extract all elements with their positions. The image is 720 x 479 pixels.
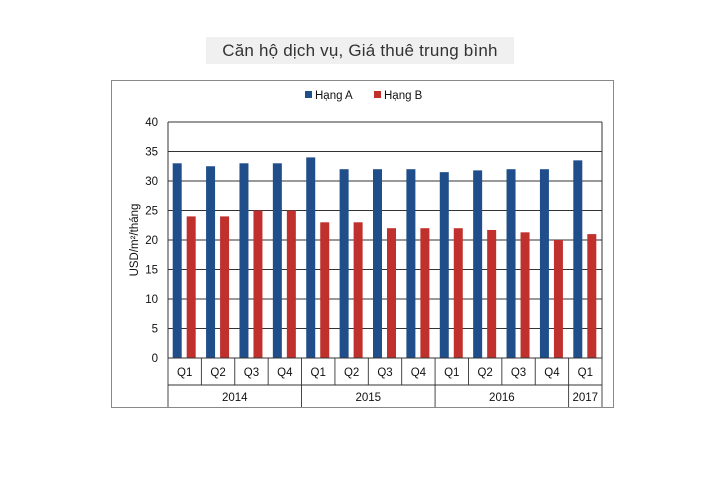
bar-chart: 0 5 10 15 20 25 30 35 40 USD/m²/tháng Q1 Q2 Q3 Q4 Q1 Q2…	[129, 90, 603, 407]
y-tick-label: 35	[145, 147, 158, 159]
x-group-label: 2015	[356, 392, 382, 404]
x-tick-label: Q4	[411, 367, 427, 379]
bar-hang-b	[387, 228, 396, 358]
bar-hang-b	[553, 240, 563, 358]
bar-hang-a	[306, 157, 316, 358]
x-group-label: 2017	[573, 392, 599, 404]
y-tick-label: 0	[152, 353, 158, 365]
bar-hang-b	[186, 216, 196, 358]
bar-hang-a	[539, 169, 549, 358]
bar-hang-a	[473, 170, 483, 358]
x-tick-label: Q4	[544, 367, 560, 379]
x-group-label: 2016	[489, 392, 515, 404]
bar-hang-b	[253, 210, 263, 358]
chart-title: Căn hộ dịch vụ, Giá thuê trung bình	[222, 40, 498, 60]
x-tick-label: Q1	[177, 367, 192, 379]
bar-hang-a	[439, 172, 449, 358]
x-tick-label: Q3	[511, 367, 526, 379]
y-axis-label: USD/m²/tháng	[129, 204, 141, 277]
y-tick-label: 30	[145, 176, 158, 188]
legend-label-hang-a: Hạng A	[315, 90, 353, 102]
bar-hang-b	[587, 234, 597, 358]
bar-hang-b	[520, 232, 530, 358]
legend-swatch-hang-b	[374, 91, 381, 98]
bar-hang-a	[339, 169, 349, 358]
bar-hang-a	[206, 166, 216, 358]
bar-hang-a	[239, 163, 249, 358]
x-tick-label: Q2	[210, 367, 225, 379]
y-tick-label: 10	[145, 294, 158, 306]
x-tick-label: Q3	[377, 367, 392, 379]
bar-hang-a	[573, 160, 583, 358]
bar-hang-a	[506, 169, 516, 358]
chart-title-box: Căn hộ dịch vụ, Giá thuê trung bình	[206, 37, 514, 64]
x-tick-label: Q2	[477, 367, 492, 379]
x-tick-label: Q2	[344, 367, 359, 379]
bar-hang-b	[353, 222, 363, 358]
y-tick-label: 25	[145, 206, 158, 218]
y-tick-label: 15	[145, 265, 158, 277]
chart-frame: 0 5 10 15 20 25 30 35 40 USD/m²/tháng Q1 Q2 Q3 Q4 Q1 Q2…	[111, 80, 614, 408]
bar-hang-a	[172, 163, 182, 358]
bar-hang-b	[420, 228, 430, 358]
bar-hang-b	[453, 228, 463, 358]
x-tick-label: Q3	[244, 367, 259, 379]
bar-hang-b	[220, 216, 230, 358]
legend-swatch-hang-a	[305, 91, 312, 98]
bar-hang-a	[373, 169, 382, 358]
legend-label-hang-b: Hạng B	[384, 90, 423, 102]
x-group-label: 2014	[222, 392, 248, 404]
bar-hang-a	[406, 169, 416, 358]
bar-hang-b	[320, 222, 330, 358]
x-tick-label: Q1	[311, 367, 326, 379]
bar-hang-b	[286, 210, 296, 358]
x-tick-label: Q1	[444, 367, 459, 379]
bar-hang-a	[272, 163, 282, 358]
y-tick-label: 40	[145, 117, 158, 129]
y-tick-label: 20	[145, 235, 158, 247]
y-tick-label: 5	[152, 324, 158, 336]
bar-hang-b	[487, 229, 497, 358]
x-tick-label: Q4	[277, 367, 293, 379]
x-tick-label: Q1	[578, 367, 593, 379]
